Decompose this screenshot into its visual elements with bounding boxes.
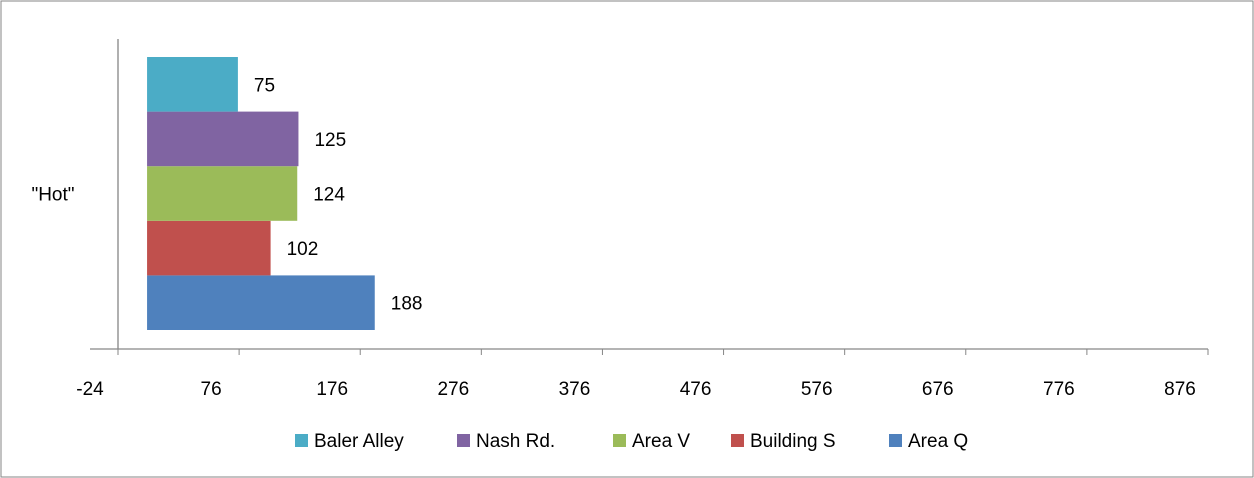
bar-building-s (147, 221, 271, 276)
legend: Baler Alley Nash Rd. Area V Building S Area … (295, 431, 968, 452)
data-label: 188 (391, 294, 423, 315)
legend-label: Baler Alley (314, 431, 404, 452)
x-tick-label: 676 (922, 379, 954, 400)
legend-swatch (889, 434, 902, 447)
x-tick-label: 476 (680, 379, 712, 400)
x-tick-label: 576 (801, 379, 833, 400)
data-label: 102 (287, 239, 319, 260)
legend-swatch (731, 434, 744, 447)
x-tick-label: 76 (201, 379, 222, 400)
bar-baler-alley (147, 57, 238, 112)
legend-swatch (457, 434, 470, 447)
category-label: "Hot" (31, 185, 74, 206)
bar-area-v (147, 166, 297, 221)
x-tick-label: -24 (76, 379, 104, 400)
data-label: 75 (254, 75, 275, 96)
data-label: 125 (314, 130, 346, 151)
x-tick-label: 176 (316, 379, 348, 400)
x-tick-label: 776 (1043, 379, 1075, 400)
legend-swatch (295, 434, 308, 447)
data-label: 124 (313, 185, 345, 206)
x-tick-label: 276 (437, 379, 469, 400)
bar-nash-rd (147, 112, 298, 167)
legend-label: Nash Rd. (476, 431, 555, 452)
legend-label: Area V (632, 431, 690, 452)
legend-label: Area Q (908, 431, 968, 452)
x-tick-label: 876 (1164, 379, 1196, 400)
legend-label: Building S (750, 431, 836, 452)
legend-swatch (613, 434, 626, 447)
bar-area-q (147, 275, 375, 330)
x-tick-label: 376 (559, 379, 591, 400)
